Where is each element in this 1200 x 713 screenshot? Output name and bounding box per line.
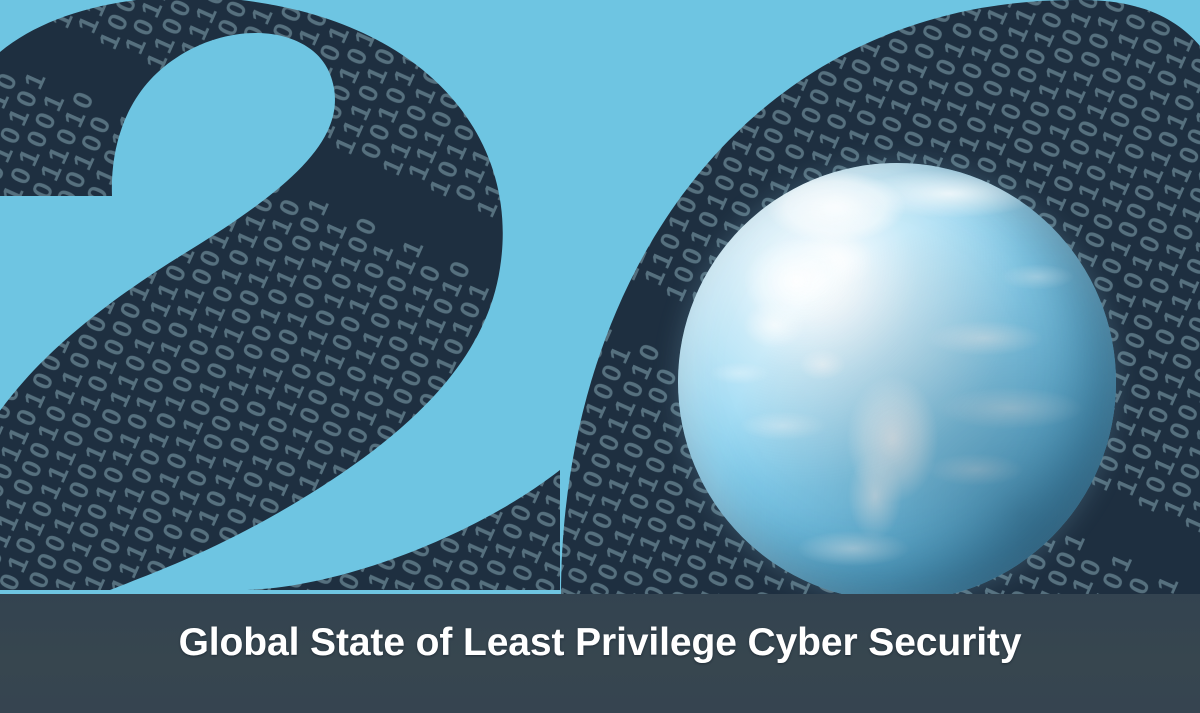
cover-title-bar: Global State of Least Privilege Cyber Se… <box>0 620 1200 666</box>
earth-globe-icon <box>678 163 1116 601</box>
numeral-two-shape <box>0 0 560 590</box>
globe-continents <box>678 163 1116 601</box>
top-right-blue-sliver <box>1082 0 1200 46</box>
globe-sphere <box>678 163 1116 601</box>
background-slate-band <box>0 594 1200 713</box>
page-title: Global State of Least Privilege Cyber Se… <box>178 621 1022 664</box>
globe-shading <box>678 163 1116 601</box>
